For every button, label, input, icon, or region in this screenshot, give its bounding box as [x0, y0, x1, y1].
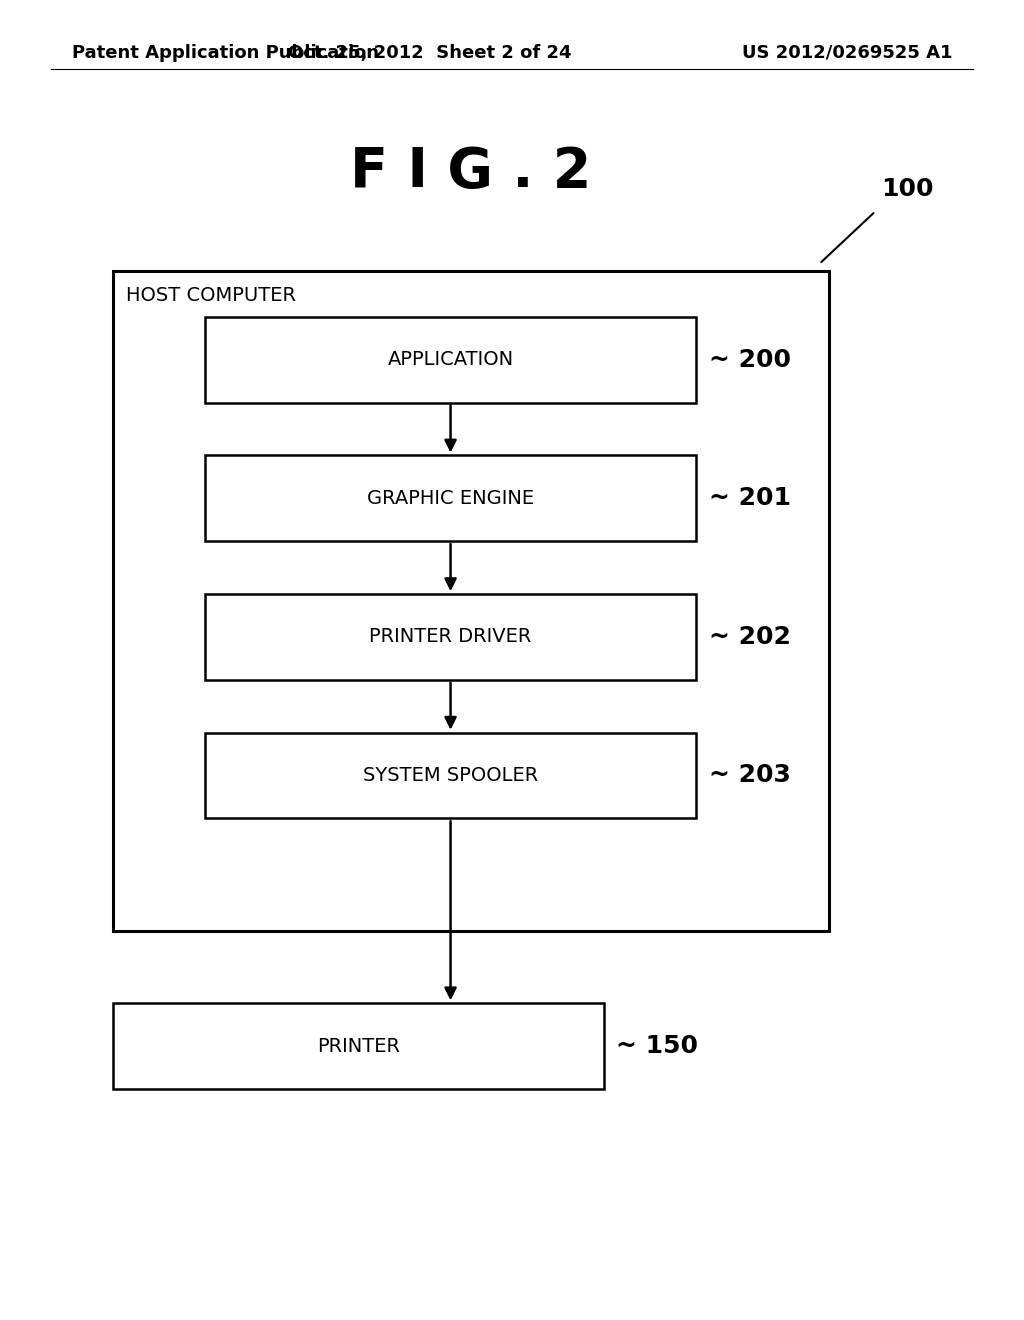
Text: ~ 200: ~ 200	[709, 347, 791, 372]
Text: 100: 100	[881, 177, 933, 201]
Text: ~ 203: ~ 203	[709, 763, 791, 788]
Text: SYSTEM SPOOLER: SYSTEM SPOOLER	[362, 766, 539, 785]
Bar	[205, 733, 696, 818]
Text: HOST COMPUTER: HOST COMPUTER	[126, 286, 296, 305]
Text: ~ 150: ~ 150	[616, 1034, 698, 1059]
Text: F I G . 2: F I G . 2	[350, 145, 592, 198]
Text: US 2012/0269525 A1: US 2012/0269525 A1	[741, 44, 952, 62]
Text: APPLICATION: APPLICATION	[387, 350, 514, 370]
Bar	[205, 455, 696, 541]
Text: GRAPHIC ENGINE: GRAPHIC ENGINE	[367, 488, 535, 508]
Bar	[113, 1003, 604, 1089]
Text: Oct. 25, 2012  Sheet 2 of 24: Oct. 25, 2012 Sheet 2 of 24	[289, 44, 571, 62]
Text: PRINTER: PRINTER	[316, 1036, 400, 1056]
Text: ~ 202: ~ 202	[709, 624, 791, 649]
Text: ~ 201: ~ 201	[709, 486, 791, 511]
Bar	[113, 271, 829, 931]
Text: Patent Application Publication: Patent Application Publication	[72, 44, 379, 62]
Bar	[205, 594, 696, 680]
Text: PRINTER DRIVER: PRINTER DRIVER	[370, 627, 531, 647]
Bar	[205, 317, 696, 403]
